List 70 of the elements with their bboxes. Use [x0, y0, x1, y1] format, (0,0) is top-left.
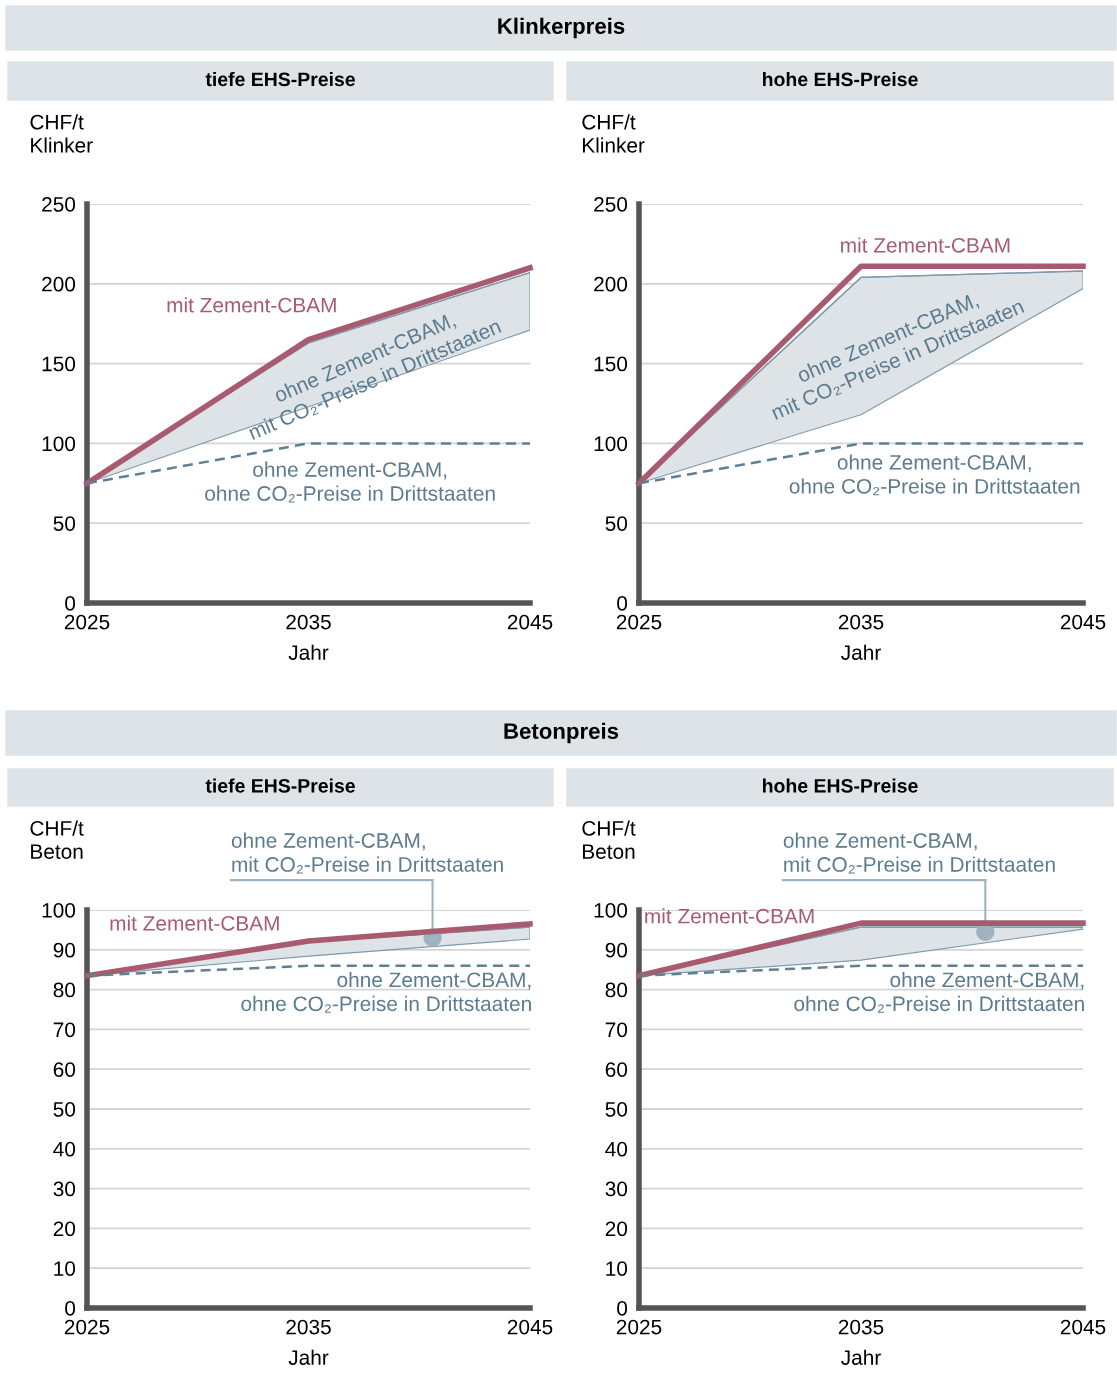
- y-axis-title: CHF/t Beton: [582, 820, 636, 859]
- series-label: ohne Zement-CBAM, ohne CO₂-Preise in Drittstaaten: [794, 971, 1084, 1013]
- x-tick-label: 2045: [1060, 1319, 1106, 1335]
- y-tick-label: 0: [65, 1301, 76, 1316]
- y-tick-label: 150: [594, 356, 628, 372]
- x-tick-label: 2025: [64, 614, 110, 630]
- series-label: ohne Zement-CBAM, ohne CO₂-Preise in Drittstaaten: [205, 461, 495, 503]
- y-tick-label: 100: [594, 436, 628, 452]
- series-label: ohne Zement-CBAM, ohne CO₂-Preise in Drittstaaten: [241, 971, 531, 1013]
- y-axis-title: CHF/t Beton: [30, 820, 84, 859]
- x-axis-title: Jahr: [841, 644, 881, 660]
- y-tick-label: 200: [594, 276, 628, 292]
- y-tick-label: 80: [605, 982, 628, 998]
- series-label: mit Zement-CBAM: [167, 297, 336, 313]
- y-tick-label: 60: [605, 1062, 628, 1077]
- series-label: mit Zement-CBAM: [645, 908, 814, 924]
- series-label: mit Zement-CBAM: [841, 237, 1010, 253]
- y-tick-label: 30: [53, 1181, 76, 1197]
- y-tick-label: 50: [605, 516, 628, 531]
- y-tick-label: 250: [42, 197, 76, 212]
- y-tick-label: 0: [617, 1301, 628, 1316]
- y-tick-label: 90: [605, 942, 628, 958]
- y-tick-label: 50: [53, 516, 76, 531]
- x-tick-label: 2025: [64, 1319, 110, 1335]
- y-tick-label: 40: [53, 1141, 76, 1157]
- x-tick-label: 2035: [286, 1319, 331, 1335]
- x-tick-label: 2045: [1060, 614, 1106, 630]
- x-tick-label: 2025: [616, 614, 662, 630]
- x-tick-label: 2025: [616, 1319, 662, 1335]
- series-label: ohne Zement-CBAM, ohne CO₂-Preise in Drittstaaten: [789, 454, 1080, 496]
- y-tick-label: 100: [594, 903, 628, 918]
- y-tick-label: 250: [594, 197, 628, 212]
- y-tick-label: 70: [53, 1022, 76, 1038]
- y-tick-label: 150: [42, 356, 76, 372]
- text: Betonpreis: [504, 722, 619, 744]
- y-tick-label: 100: [42, 903, 76, 918]
- y-tick-label: 20: [605, 1221, 628, 1237]
- y-tick-label: 10: [606, 1261, 628, 1276]
- text: ohne Zement-CBAM, mit CO₂-Preise in Drittstaaten: [783, 832, 1055, 874]
- y-axis-title: CHF/t Klinker: [30, 114, 93, 153]
- x-axis-title: Jahr: [288, 644, 329, 660]
- y-tick-label: 50: [53, 1102, 76, 1117]
- y-tick-label: 200: [42, 276, 76, 292]
- y-tick-label: 10: [54, 1261, 76, 1276]
- chart-title: hohe EHS-Preise: [763, 71, 918, 87]
- y-tick-label: 60: [53, 1062, 76, 1077]
- x-axis-title: Jahr: [841, 1349, 881, 1365]
- chart-title: hohe EHS-Preise: [763, 778, 918, 793]
- y-tick-label: 30: [605, 1181, 628, 1197]
- x-tick-label: 2035: [286, 614, 331, 630]
- text: Klinkerpreis: [498, 17, 625, 39]
- text: ohne Zement-CBAM, mit CO₂-Preise in Drittstaaten: [231, 832, 503, 874]
- series-label: mit Zement-CBAM: [110, 915, 279, 931]
- x-tick-label: 2035: [838, 614, 884, 630]
- y-tick-label: 50: [605, 1102, 628, 1117]
- y-tick-label: 0: [617, 596, 628, 611]
- x-tick-label: 2045: [507, 614, 553, 630]
- y-tick-label: 100: [42, 436, 76, 452]
- chart-title: tiefe EHS-Preise: [205, 778, 355, 793]
- x-tick-label: 2045: [507, 1319, 553, 1335]
- y-tick-label: 90: [53, 942, 76, 958]
- y-tick-label: 40: [605, 1141, 628, 1157]
- x-tick-label: 2035: [838, 1319, 884, 1335]
- x-axis-title: Jahr: [288, 1349, 329, 1365]
- y-tick-label: 0: [65, 596, 76, 611]
- y-axis-title: CHF/t Klinker: [582, 114, 645, 153]
- y-tick-label: 20: [53, 1221, 76, 1237]
- y-tick-label: 80: [53, 982, 76, 998]
- chart-title: tiefe EHS-Preise: [205, 71, 355, 87]
- y-tick-label: 70: [605, 1022, 628, 1038]
